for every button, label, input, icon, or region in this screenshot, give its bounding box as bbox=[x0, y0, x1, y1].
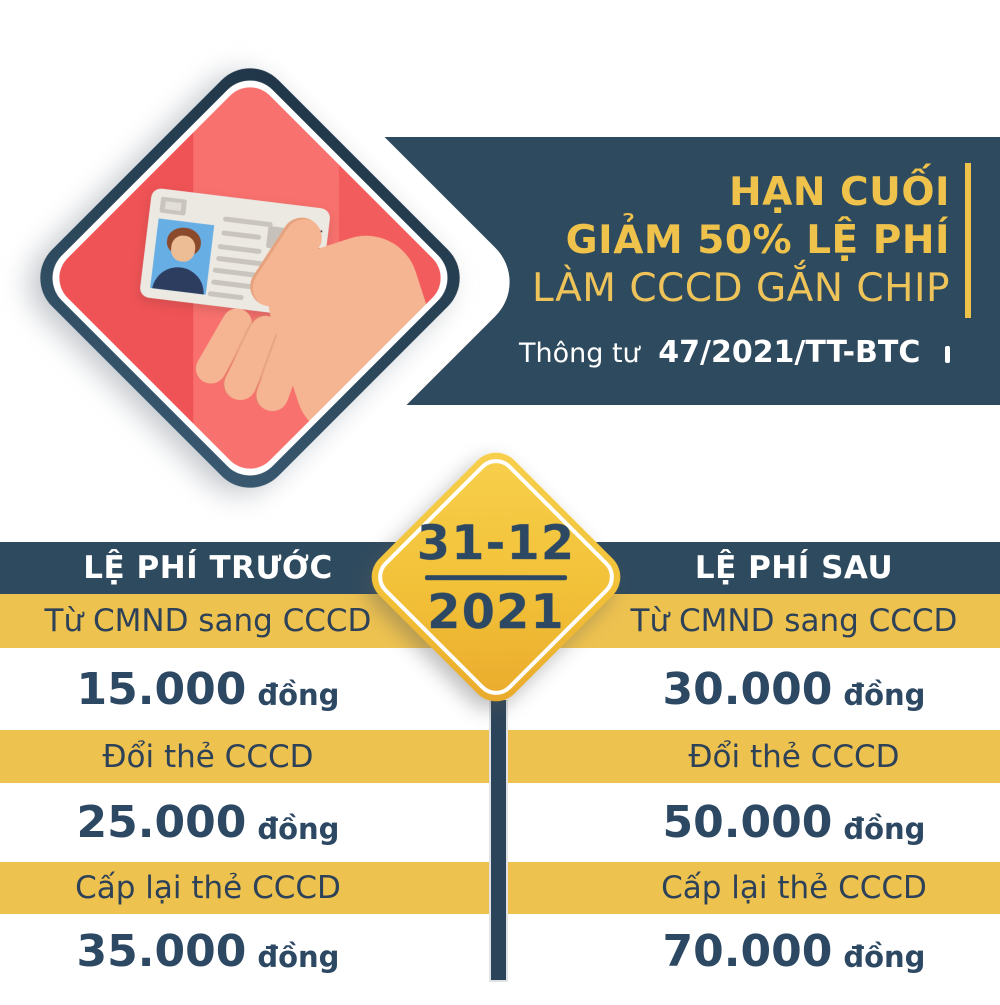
title-line-1: HẠN CUỐI bbox=[729, 170, 950, 215]
portrait-shirt bbox=[151, 264, 207, 295]
subtitle-end-tick bbox=[945, 346, 950, 363]
title-block: HẠN CUỐI GIẢM 50% LỆ PHÍ LÀM CCCD GẮN CH… bbox=[519, 169, 950, 370]
row-1-value-before: 15.000 đồng bbox=[76, 663, 340, 715]
row-2-label-after: Đổi thẻ CCCD bbox=[688, 738, 900, 775]
hero-diamond bbox=[23, 51, 477, 505]
title-accent-bar bbox=[965, 163, 971, 318]
subtitle-number: 47/2021/TT-BTC bbox=[658, 335, 921, 370]
row-2-label-before: Đổi thẻ CCCD bbox=[102, 738, 314, 775]
column-header-after: LỆ PHÍ SAU bbox=[694, 550, 894, 586]
row-3-value-before: 35.000 đồng bbox=[76, 925, 340, 977]
subtitle: Thông tư 47/2021/TT-BTC bbox=[519, 335, 950, 370]
column-header-before: LỆ PHÍ TRƯỚC bbox=[83, 550, 333, 586]
row-value-row: 25.000 đồng 50.000 đồng bbox=[0, 783, 1000, 862]
row-1-value-after: 30.000 đồng bbox=[662, 663, 926, 715]
deadline-date: 31-12 2021 bbox=[386, 514, 606, 640]
row-2-value-before: 25.000 đồng bbox=[76, 797, 340, 848]
card-text-line bbox=[207, 291, 244, 301]
card-text-line bbox=[221, 230, 262, 241]
title-line-3: LÀM CCCD GẮN CHIP bbox=[531, 266, 950, 311]
title-line-2: GIẢM 50% LỆ PHÍ bbox=[565, 218, 950, 263]
row-1-label-after: Từ CMND sang CCCD bbox=[630, 603, 958, 639]
row-value-row: 15.000 đồng 30.000 đồng bbox=[0, 648, 1000, 730]
deadline-day-month: 31-12 bbox=[416, 514, 576, 571]
timeline-stem bbox=[489, 700, 508, 982]
row-3-value-after: 70.000 đồng bbox=[662, 925, 926, 977]
card-text-line bbox=[222, 216, 274, 228]
deadline-divider bbox=[425, 574, 567, 580]
row-3-label-after: Cấp lại thẻ CCCD bbox=[661, 870, 927, 906]
deadline-year: 2021 bbox=[427, 583, 565, 640]
row-value-row: 35.000 đồng 70.000 đồng bbox=[0, 914, 1000, 988]
subtitle-prefix: Thông tư bbox=[518, 338, 640, 369]
row-1-label-before: Từ CMND sang CCCD bbox=[44, 603, 372, 639]
card-photo bbox=[150, 218, 215, 295]
card-logo-box bbox=[159, 196, 188, 216]
row-3-label-before: Cấp lại thẻ CCCD bbox=[75, 870, 341, 906]
row-2-value-after: 50.000 đồng bbox=[662, 797, 926, 848]
card-text-line bbox=[217, 243, 262, 255]
